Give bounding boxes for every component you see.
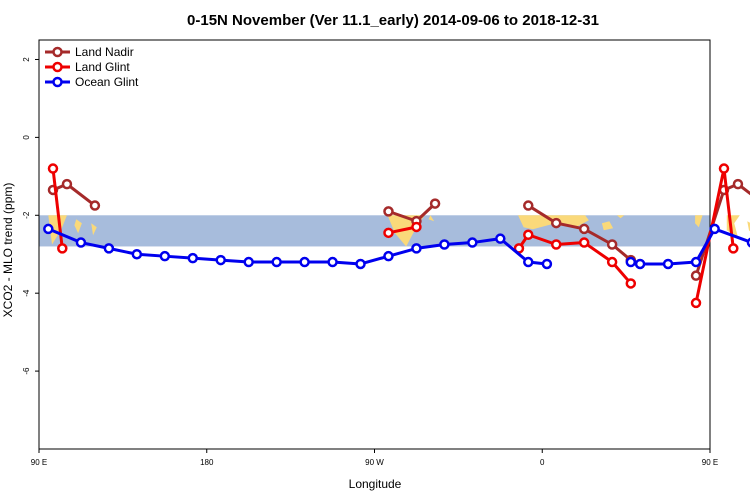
- ocean-glint-point: [327, 256, 338, 268]
- land-glint-point: [625, 278, 637, 289]
- land-shape: [91, 223, 97, 236]
- legend-label-ocean-glint: Ocean Glint: [75, 75, 139, 89]
- land-nadir-line: [52, 182, 96, 207]
- land-glint-point: [728, 243, 739, 254]
- land-nadir-point: [383, 206, 394, 217]
- land-glint-point: [606, 256, 618, 268]
- ocean-glint-point: [215, 254, 226, 266]
- land-nadir-point: [732, 178, 744, 190]
- land-shape: [74, 219, 82, 234]
- y-tick-label: -2: [22, 211, 31, 219]
- x-tick-label: 90 W: [365, 458, 384, 467]
- x-tick-label: 180: [200, 458, 214, 467]
- legend-marker-ocean-glint: [52, 76, 63, 88]
- chart-title: 0-15N November (Ver 11.1_early) 2014-09-…: [187, 12, 599, 29]
- ocean-glint-point: [355, 258, 366, 270]
- land-glint-point: [47, 163, 59, 174]
- ocean-glint-point: [159, 250, 171, 262]
- land-glint-point: [57, 243, 68, 254]
- land-nadir-point: [550, 217, 562, 229]
- x-tick-label: 90 E: [702, 458, 718, 467]
- ocean-glint-point: [634, 258, 646, 270]
- legend-marker-land-nadir: [52, 46, 63, 58]
- land-nadir-point: [523, 200, 534, 211]
- land-shape: [616, 215, 625, 219]
- x-axis-label: Longitude: [349, 477, 402, 491]
- ocean-glint-point: [495, 233, 506, 244]
- land-glint-point: [523, 229, 534, 241]
- land-mask-layer: [48, 215, 750, 247]
- background-band-layer: [39, 215, 710, 247]
- land-shape: [747, 221, 750, 232]
- ocean-glint-point: [43, 223, 54, 235]
- land-glint-point: [578, 237, 590, 248]
- ocean-glint-point: [383, 250, 394, 262]
- land-nadir-point: [429, 198, 441, 209]
- ocean-glint-point: [439, 239, 450, 250]
- y-tick-label: 0: [22, 135, 31, 140]
- land-shape: [48, 215, 67, 245]
- ocean-glint-point: [131, 248, 143, 260]
- y-axis-label: XCO2 - MLO trend (ppm): [1, 183, 15, 318]
- ocean-glint-point: [299, 256, 310, 268]
- legend-marker-land-glint: [52, 61, 63, 73]
- x-tick-label: 90 E: [31, 458, 47, 467]
- ocean-glint-point: [243, 256, 254, 268]
- land-shape: [428, 215, 435, 222]
- ocean-glint-point: [625, 256, 637, 268]
- ocean-glint-point: [662, 258, 674, 270]
- ocean-glint-point: [187, 252, 199, 264]
- land-nadir-point: [61, 178, 73, 190]
- x-tick-label: 0: [540, 458, 545, 467]
- ocean-glint-point: [411, 243, 422, 254]
- ocean-glint-line: [630, 227, 750, 266]
- ocean-glint-point: [467, 237, 478, 248]
- land-shape: [601, 221, 614, 231]
- land-glint-point: [690, 297, 702, 309]
- land-nadir-point: [89, 200, 101, 211]
- legend-label-land-glint: Land Glint: [75, 60, 130, 74]
- series-layer: [43, 163, 750, 309]
- ocean-glint-point: [271, 256, 282, 268]
- land-glint-point: [411, 221, 422, 233]
- y-tick-label: -4: [22, 289, 31, 297]
- ocean-glint-point: [75, 237, 87, 248]
- ocean-glint-point: [523, 256, 534, 268]
- legend-label-land-nadir: Land Nadir: [75, 45, 134, 59]
- ocean-glint-point: [746, 237, 750, 248]
- y-tick-label: 2: [22, 57, 31, 62]
- background-band: [39, 215, 710, 247]
- land-glint-point: [383, 227, 394, 239]
- land-glint-point: [550, 239, 562, 250]
- ocean-glint-point: [103, 243, 115, 254]
- ocean-glint-point: [709, 223, 720, 235]
- land-nadir-point: [578, 223, 590, 235]
- ocean-glint-point: [690, 256, 702, 268]
- land-glint-point: [718, 163, 730, 174]
- land-shape: [695, 215, 703, 228]
- land-nadir-point: [606, 239, 618, 250]
- y-tick-label: -6: [22, 367, 31, 375]
- ocean-glint-point: [541, 258, 553, 270]
- land-nadir-point: [690, 270, 702, 281]
